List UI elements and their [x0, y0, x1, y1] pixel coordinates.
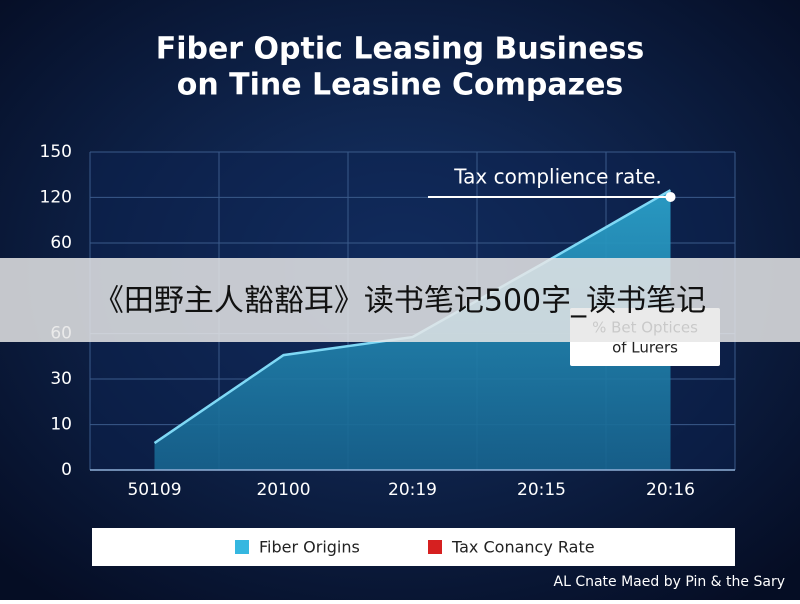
y-tick-label: 150: [40, 142, 72, 162]
x-tick-label: 20:16: [646, 480, 695, 500]
legend-swatch: [235, 540, 249, 554]
x-tick-label: 20:19: [388, 480, 437, 500]
x-tick-label: 20100: [256, 480, 310, 500]
inset-text: of Lurers: [612, 339, 678, 357]
area: [154, 190, 671, 470]
y-tick-label: 30: [50, 369, 72, 389]
x-tick-label: 20:15: [517, 480, 566, 500]
banner: [0, 258, 800, 342]
chart-title: Fiber Optic Leasing Business: [156, 32, 645, 67]
x-tick-label: 50109: [127, 480, 181, 500]
banner-text: 《田野主人豁豁耳》读书笔记500字_读书笔记: [94, 284, 706, 319]
legend-label: Fiber Origins: [259, 538, 360, 557]
y-tick-label: 0: [61, 460, 72, 480]
y-tick-label: 120: [40, 187, 72, 207]
legend-label: Tax Conancy Rate: [451, 538, 595, 557]
annotation-point: [665, 191, 676, 202]
chart-title: on Tine Leasine Compazes: [177, 68, 624, 103]
y-tick-label: 60: [50, 233, 72, 253]
annotation-text: Tax complience rate.: [453, 165, 662, 189]
legend: [92, 528, 735, 566]
y-tick-label: 10: [50, 415, 72, 435]
legend-swatch: [428, 540, 442, 554]
footer: AL Cnate Maed by Pin & the Sary: [554, 574, 786, 590]
